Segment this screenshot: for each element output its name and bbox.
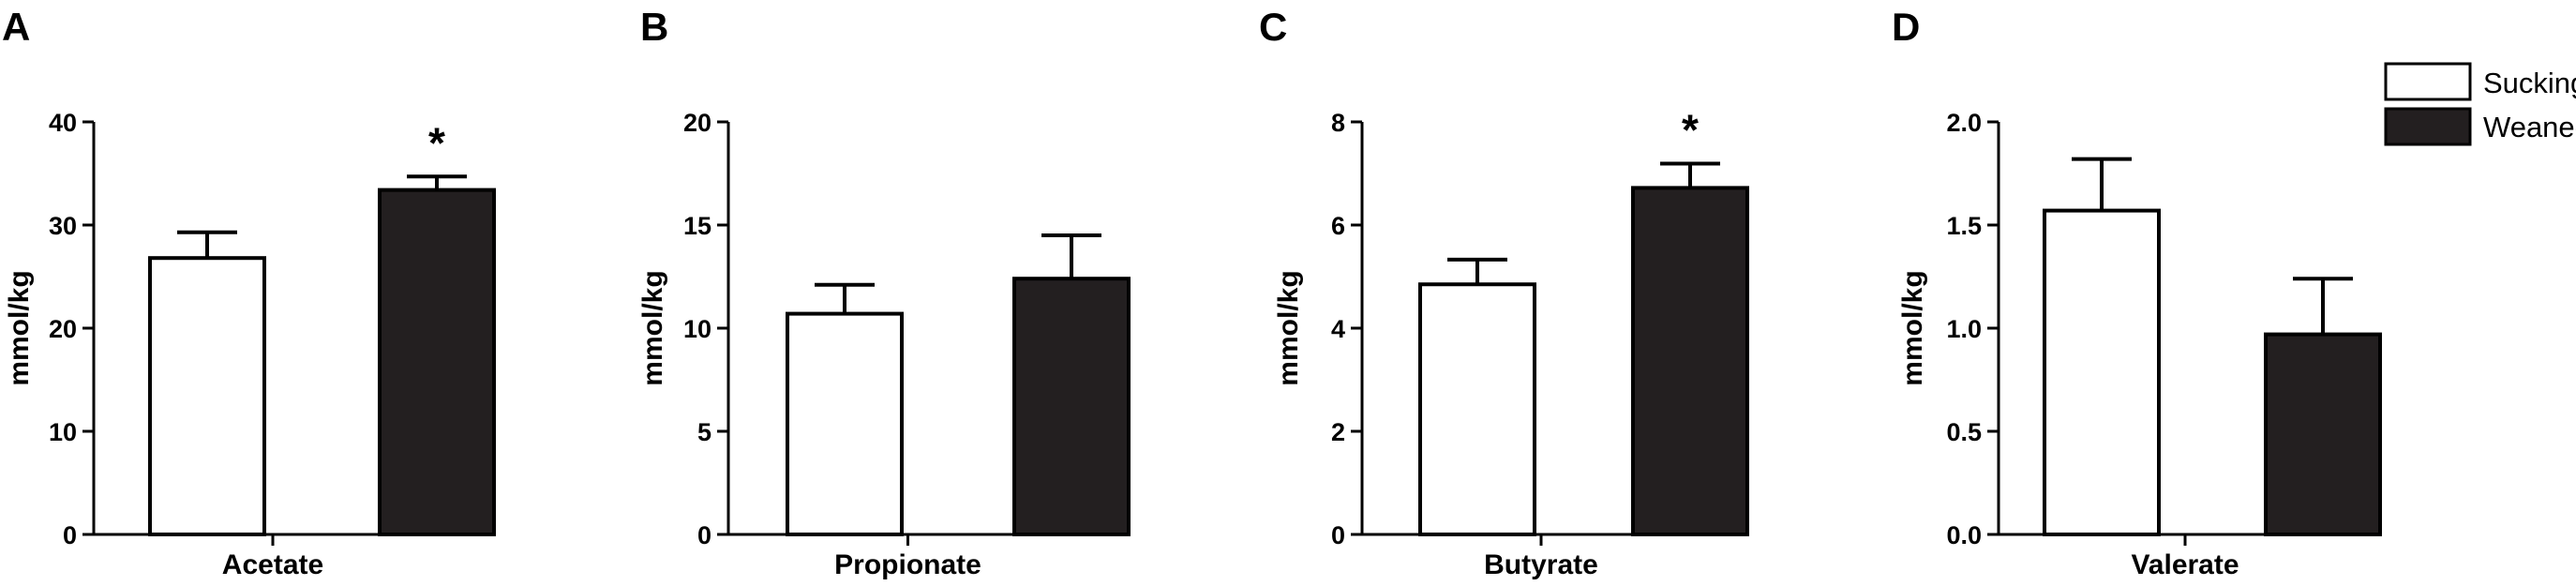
legend-label-weaned: Weaned xyxy=(2483,111,2576,143)
y-axis-label: mmol/kg xyxy=(637,270,668,385)
y-tick-label: 4 xyxy=(1331,315,1345,343)
bar-sucking xyxy=(786,311,904,536)
x-axis-label: Butyrate xyxy=(1484,549,1598,580)
y-tick-label: 8 xyxy=(1331,109,1345,137)
y-tick-label: 0 xyxy=(697,521,711,549)
y-tick-label: 0 xyxy=(63,521,77,549)
x-axis-label: Valerate xyxy=(2131,549,2239,580)
significance-marker: * xyxy=(1682,106,1699,155)
y-axis-label: mmol/kg xyxy=(1273,270,1304,385)
y-tick-label: 2.0 xyxy=(1946,109,1982,137)
y-tick-label: 6 xyxy=(1331,212,1345,240)
panels: Ammol/kg010203040Acetate*Bmmol/kg0510152… xyxy=(2,5,2382,580)
x-axis-label: Acetate xyxy=(222,549,323,580)
y-tick-label: 30 xyxy=(49,212,77,240)
y-tick-label: 2 xyxy=(1331,418,1345,446)
x-axis-label: Propionate xyxy=(834,549,981,580)
panel-letter: D xyxy=(1892,5,1920,49)
y-tick-label: 40 xyxy=(49,109,77,137)
y-tick-label: 1.5 xyxy=(1946,212,1982,240)
y-tick-label: 0.0 xyxy=(1946,521,1982,549)
y-axis-label: mmol/kg xyxy=(4,270,35,385)
y-tick-label: 10 xyxy=(49,418,77,446)
legend: Sucking Weaned xyxy=(2384,62,2576,146)
panel-letter: B xyxy=(640,5,668,49)
bar-weaned xyxy=(2264,332,2382,536)
bar-weaned xyxy=(1631,186,1749,536)
y-tick-label: 20 xyxy=(49,315,77,343)
y-tick-label: 15 xyxy=(683,212,711,240)
y-axis-label: mmol/kg xyxy=(1897,270,1928,385)
y-tick-label: 0 xyxy=(1331,521,1345,549)
y-tick-label: 10 xyxy=(683,315,711,343)
bar-weaned xyxy=(378,188,496,536)
panel-letter: C xyxy=(1259,5,1287,49)
y-tick-label: 0.5 xyxy=(1946,418,1982,446)
bar-weaned xyxy=(1012,277,1131,536)
y-tick-label: 5 xyxy=(697,418,711,446)
legend-swatch-weaned xyxy=(2384,107,2472,146)
panel-letter: A xyxy=(2,5,30,49)
bar-sucking xyxy=(148,256,266,536)
y-tick-label: 20 xyxy=(683,109,711,137)
bar-sucking xyxy=(2043,208,2161,536)
bar-sucking xyxy=(1418,282,1536,536)
significance-marker: * xyxy=(428,118,445,167)
y-tick-label: 1.0 xyxy=(1946,315,1982,343)
legend-label-sucking: Sucking xyxy=(2483,67,2576,99)
legend-swatch-sucking xyxy=(2384,62,2472,101)
